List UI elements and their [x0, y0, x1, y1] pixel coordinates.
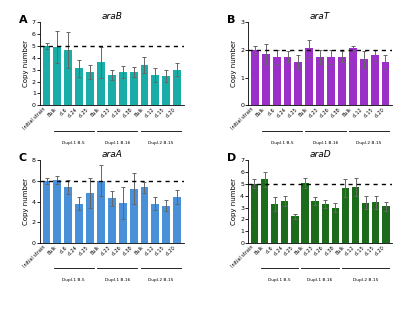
Bar: [97, 62, 105, 105]
Bar: [97, 181, 105, 243]
Bar: [251, 184, 258, 243]
Bar: [251, 50, 259, 105]
Bar: [140, 188, 148, 243]
Y-axis label: Copy number: Copy number: [231, 40, 237, 87]
Bar: [119, 203, 127, 243]
Bar: [382, 62, 389, 105]
Y-axis label: Copy number: Copy number: [231, 178, 237, 225]
Bar: [86, 72, 94, 105]
Bar: [173, 197, 181, 243]
Y-axis label: Copy number: Copy number: [23, 40, 29, 87]
Text: Dupl.1 B.16: Dupl.1 B.16: [313, 140, 338, 144]
Title: araB: araB: [101, 12, 122, 21]
Bar: [130, 188, 138, 243]
Bar: [284, 57, 292, 105]
Bar: [43, 46, 50, 105]
Text: Dupl.1 B.16: Dupl.1 B.16: [104, 279, 130, 282]
Bar: [291, 217, 298, 243]
Bar: [140, 65, 148, 105]
Text: A: A: [18, 15, 27, 25]
Bar: [119, 72, 127, 105]
Text: Dupl.1 B.5: Dupl.1 B.5: [62, 140, 85, 144]
Bar: [312, 201, 319, 243]
Title: araD: araD: [309, 150, 331, 159]
Bar: [349, 48, 357, 105]
Bar: [362, 203, 369, 243]
Text: D: D: [227, 153, 236, 163]
Text: Dupl.2 B.15: Dupl.2 B.15: [356, 140, 382, 144]
Text: Dupl.2 B.15: Dupl.2 B.15: [353, 279, 378, 282]
Bar: [64, 187, 72, 243]
Y-axis label: Copy number: Copy number: [23, 178, 29, 225]
Bar: [162, 76, 170, 105]
Bar: [382, 206, 390, 243]
Text: Dupl.1 B.16: Dupl.1 B.16: [308, 279, 333, 282]
Bar: [152, 75, 159, 105]
Bar: [75, 68, 83, 105]
Bar: [305, 48, 313, 105]
Bar: [316, 57, 324, 105]
Text: Dupl.1 B.16: Dupl.1 B.16: [104, 140, 130, 144]
Bar: [273, 57, 280, 105]
Text: Dupl.1 B.5: Dupl.1 B.5: [268, 279, 291, 282]
Bar: [54, 180, 61, 243]
Bar: [281, 201, 288, 243]
Text: C: C: [18, 153, 26, 163]
Bar: [322, 204, 329, 243]
Title: araA: araA: [101, 150, 122, 159]
Bar: [294, 62, 302, 105]
Bar: [173, 70, 181, 105]
Bar: [262, 54, 270, 105]
Bar: [108, 75, 116, 105]
Bar: [338, 57, 346, 105]
Bar: [75, 204, 83, 243]
Bar: [108, 198, 116, 243]
Bar: [271, 204, 278, 243]
Text: Dupl.1 B.5: Dupl.1 B.5: [62, 279, 85, 282]
Bar: [152, 204, 159, 243]
Bar: [54, 47, 61, 105]
Bar: [130, 72, 138, 105]
Text: Dupl.2 B.15: Dupl.2 B.15: [148, 279, 174, 282]
Title: araT: araT: [310, 12, 330, 21]
Bar: [352, 187, 359, 243]
Bar: [360, 60, 368, 105]
Bar: [86, 193, 94, 243]
Text: Dupl.1 B.5: Dupl.1 B.5: [271, 140, 294, 144]
Bar: [342, 188, 349, 243]
Bar: [43, 181, 50, 243]
Bar: [162, 206, 170, 243]
Bar: [327, 57, 335, 105]
Bar: [261, 179, 268, 243]
Bar: [64, 50, 72, 105]
Text: Dupl.2 B.15: Dupl.2 B.15: [148, 140, 174, 144]
Bar: [332, 207, 339, 243]
Text: B: B: [227, 15, 235, 25]
Bar: [372, 202, 380, 243]
Bar: [301, 183, 309, 243]
Bar: [371, 55, 378, 105]
